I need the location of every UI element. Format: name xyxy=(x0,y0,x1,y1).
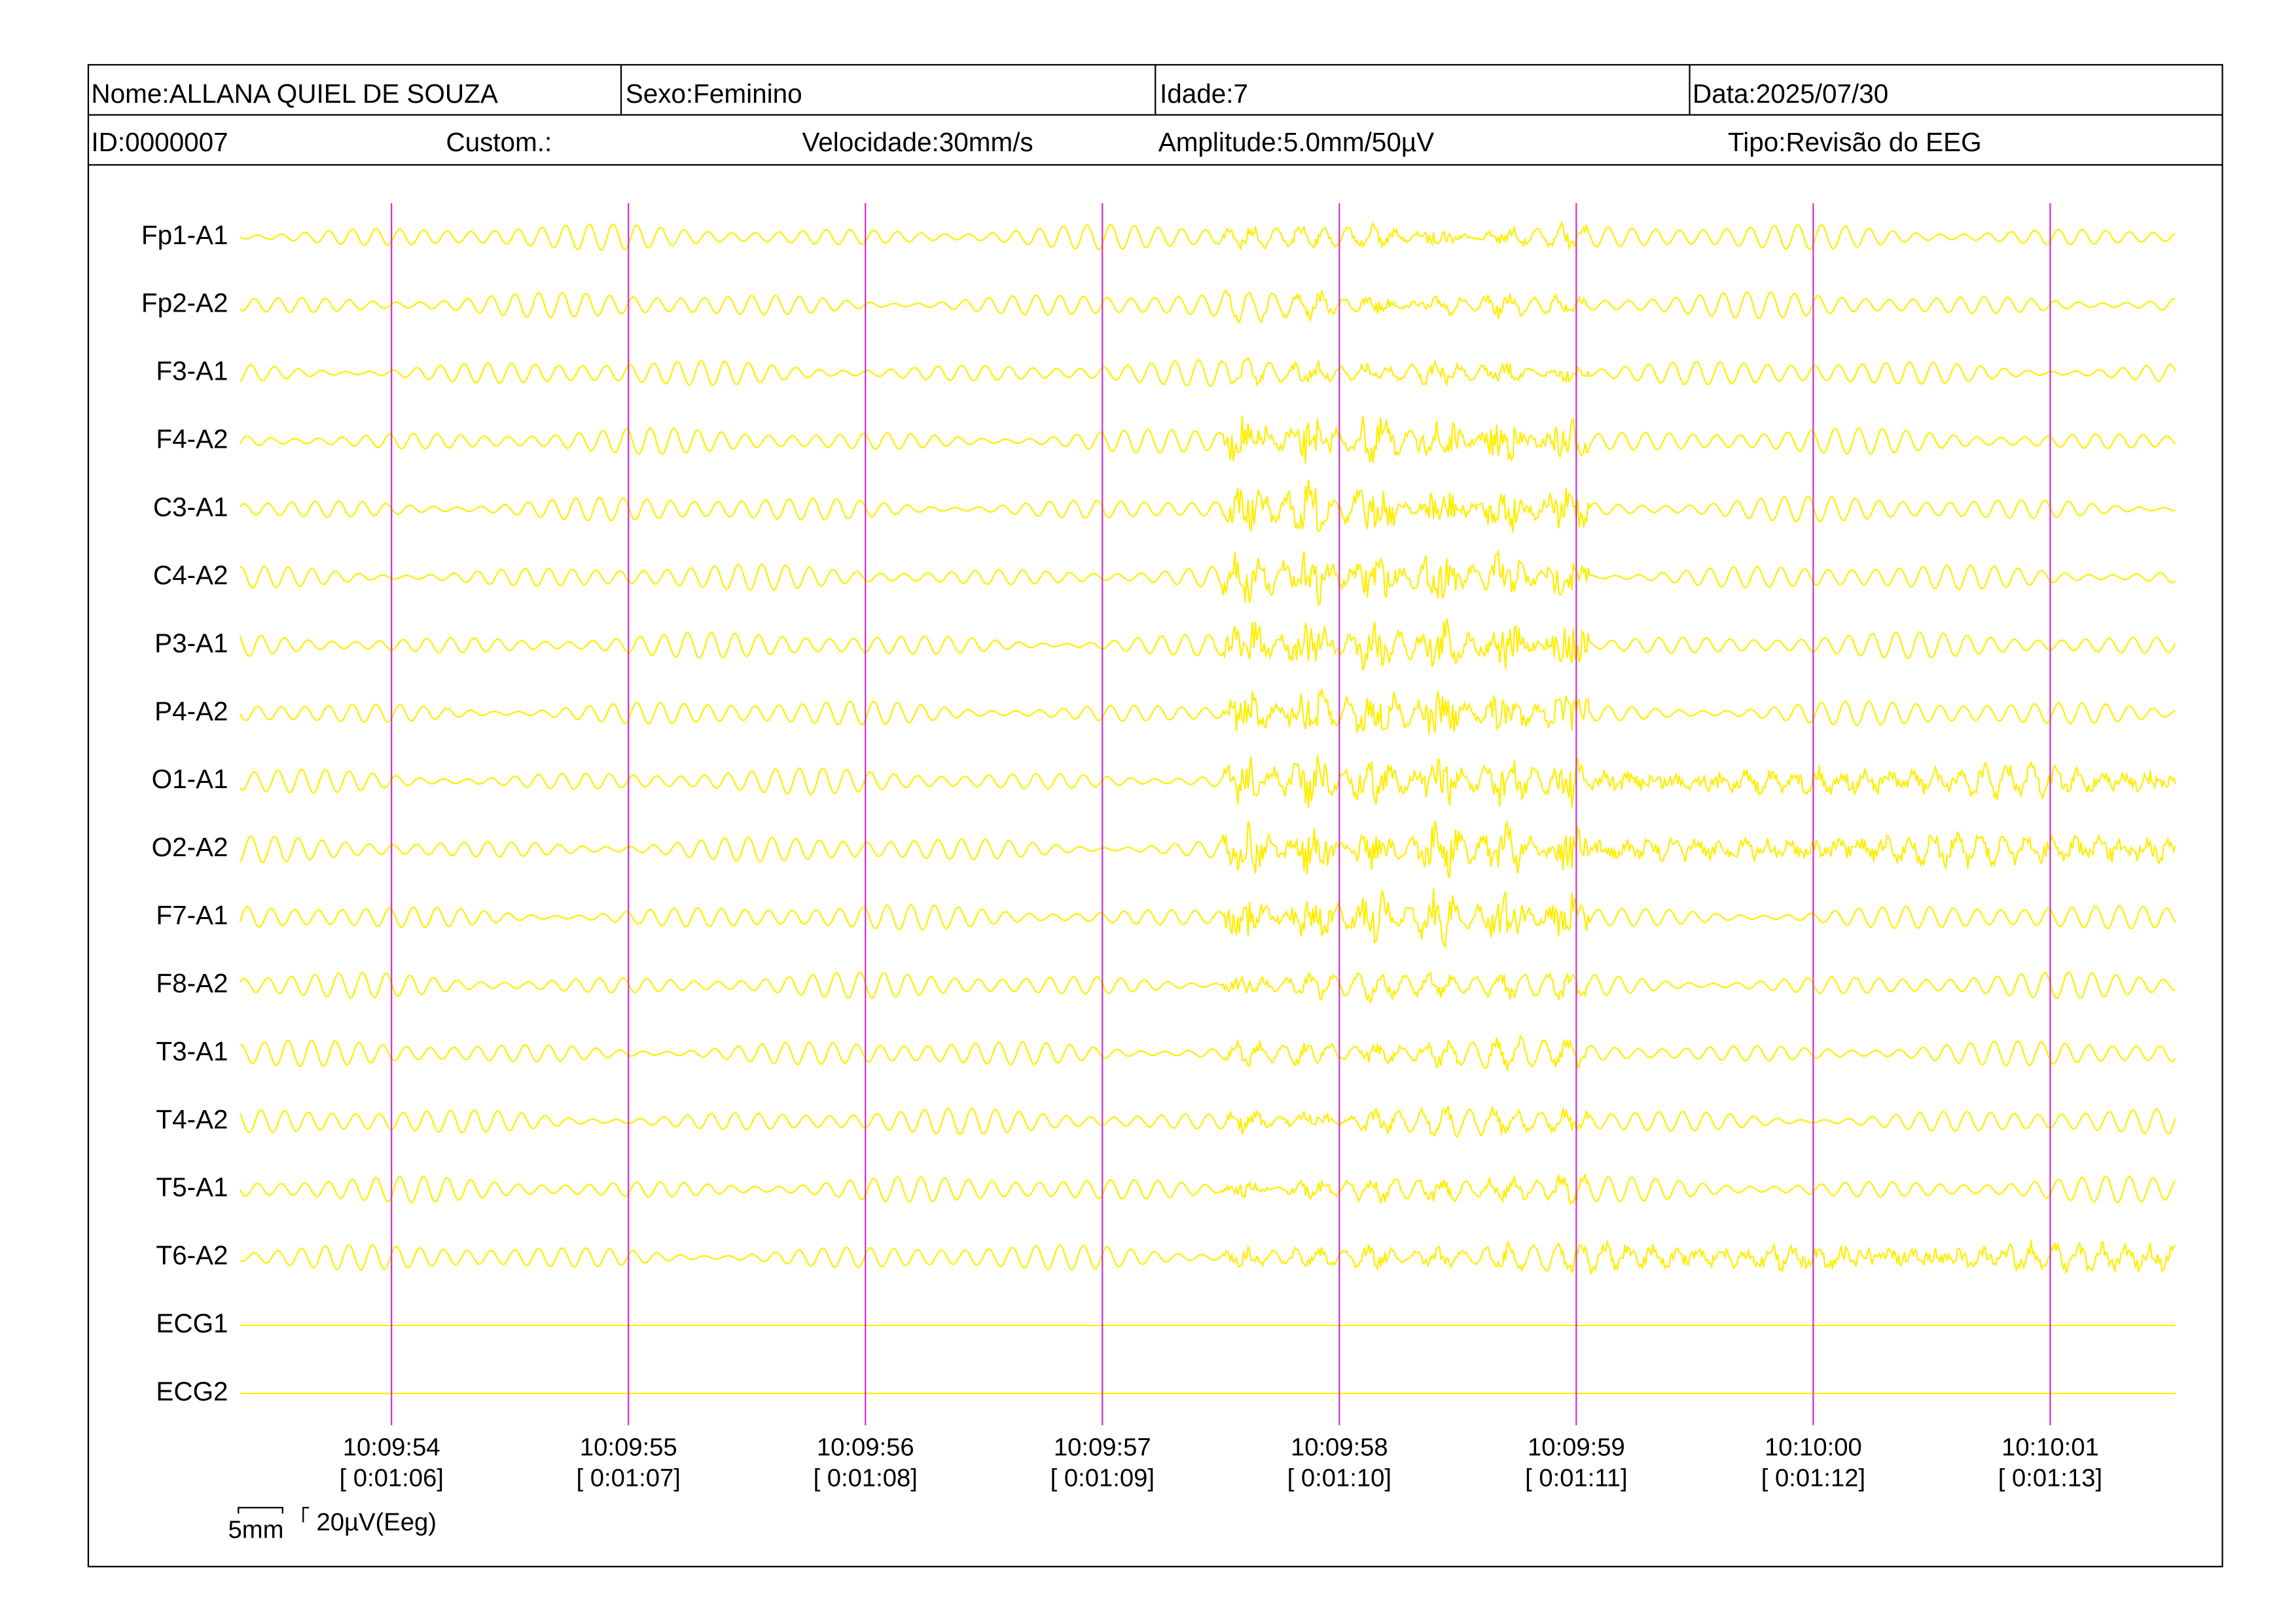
elapsed-label: [ 0:01:11] xyxy=(1525,1464,1628,1492)
patient-name: Nome:ALLANA QUIEL DE SOUZA xyxy=(91,79,497,109)
patient-id: ID:0000007 xyxy=(91,127,228,157)
patient-sex: Sexo:Feminino xyxy=(626,79,802,109)
channel-label: O2-A2 xyxy=(152,832,228,862)
channel-label: F3-A1 xyxy=(156,356,228,386)
scale-length: 5mm xyxy=(228,1515,284,1543)
scale-amplitude: 20µV(Eeg) xyxy=(316,1508,436,1536)
eeg-trace xyxy=(239,971,2176,1005)
record-date: Data:2025/07/30 xyxy=(1693,79,1888,109)
elapsed-label: [ 0:01:12] xyxy=(1761,1464,1865,1492)
elapsed-label: [ 0:01:10] xyxy=(1287,1464,1391,1492)
eeg-trace xyxy=(240,549,2176,607)
time-label: 10:10:01 xyxy=(2001,1433,2099,1461)
time-label: 10:09:56 xyxy=(817,1433,914,1461)
time-label: 10:10:00 xyxy=(1765,1433,1862,1461)
time-label: 10:09:55 xyxy=(580,1433,677,1461)
eeg-trace xyxy=(239,356,2176,387)
channel-label: Fp1-A1 xyxy=(141,220,228,250)
time-label: 10:09:58 xyxy=(1291,1433,1388,1461)
eeg-trace xyxy=(239,619,2176,672)
eeg-trace xyxy=(240,1238,2176,1276)
eeg-trace xyxy=(239,416,2176,464)
channel-label: T4-A2 xyxy=(156,1104,228,1134)
channel-label: T6-A2 xyxy=(156,1240,228,1271)
channel-label: ECG1 xyxy=(156,1308,228,1339)
channel-label: P4-A2 xyxy=(154,696,228,726)
channel-label: P3-A1 xyxy=(154,628,228,658)
channel-labels: Fp1-A1 Fp2-A2 F3-A1 F4-A2 C3-A1 C4-A2 P3-A1 P4-… xyxy=(141,220,228,1407)
custom-field: Custom.: xyxy=(446,127,552,157)
speed: Velocidade:30mm/s xyxy=(802,127,1033,157)
elapsed-label: [ 0:01:08] xyxy=(814,1464,918,1492)
amplitude: Amplitude:5.0mm/50µV xyxy=(1158,127,1434,157)
time-label: 10:09:57 xyxy=(1054,1433,1151,1461)
traces xyxy=(239,220,2176,1394)
time-label: 10:09:54 xyxy=(343,1433,440,1461)
eeg-trace xyxy=(239,689,2176,735)
eeg-trace xyxy=(239,479,2176,533)
channel-label: Fp2-A2 xyxy=(141,288,228,318)
channel-label: C3-A1 xyxy=(153,492,228,522)
channel-label: C4-A2 xyxy=(153,560,228,590)
eeg-trace xyxy=(240,220,2176,251)
time-marks: 10:09:54 [ 0:01:06] 10:09:55 [ 0:01:07] 10:0… xyxy=(339,203,2102,1492)
eeg-trace xyxy=(239,1106,2176,1138)
elapsed-label: [ 0:01:13] xyxy=(1998,1464,2102,1492)
page-border xyxy=(87,63,2223,1568)
eeg-trace xyxy=(239,1173,2176,1206)
channel-label: F7-A1 xyxy=(156,900,228,930)
elapsed-label: [ 0:01:07] xyxy=(577,1464,681,1492)
channel-label: F4-A2 xyxy=(156,424,228,454)
eeg-trace xyxy=(239,819,2176,878)
channel-label: ECG2 xyxy=(156,1376,228,1406)
eeg-trace xyxy=(239,288,2176,324)
elapsed-label: [ 0:01:09] xyxy=(1050,1464,1155,1492)
eeg-trace xyxy=(239,755,2176,808)
time-label: 10:09:59 xyxy=(1528,1433,1625,1461)
eeg-trace xyxy=(239,888,2176,949)
elapsed-label: [ 0:01:06] xyxy=(339,1464,443,1492)
scale-bar xyxy=(238,1507,283,1514)
channel-label: T3-A1 xyxy=(156,1036,228,1066)
review-type: Tipo:Revisão do EEG xyxy=(1728,127,1982,157)
channel-label: T5-A1 xyxy=(156,1172,228,1202)
channel-label: F8-A2 xyxy=(156,968,228,998)
patient-age: Idade:7 xyxy=(1160,79,1248,109)
scale-bracket xyxy=(302,1507,310,1523)
eeg-trace xyxy=(240,1034,2176,1071)
channel-label: O1-A1 xyxy=(152,764,228,794)
